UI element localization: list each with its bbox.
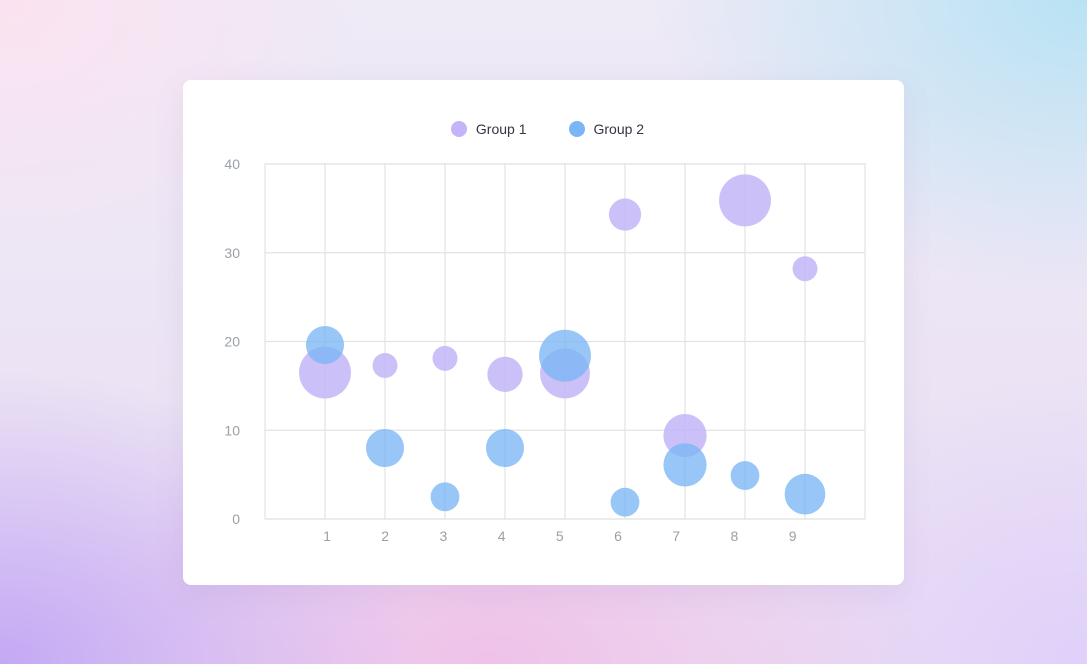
legend-label-group-2: Group 2 (593, 121, 645, 137)
bubble-chart-plot: 0 10 20 30 40 1 2 3 4 5 6 7 8 9 (224, 156, 866, 544)
x-tick-label-9: 9 (789, 528, 797, 544)
x-tick-label-7: 7 (672, 528, 680, 544)
legend-item-group-1[interactable]: Group 1 (450, 120, 527, 138)
x-axis-ticks: 1 2 3 4 5 6 7 8 9 (323, 528, 797, 544)
y-tick-label-30: 30 (224, 245, 240, 261)
x-tick-label-8: 8 (731, 528, 739, 544)
bubble-group-2-x8 (730, 461, 760, 490)
bubble-group-1-x4 (487, 356, 523, 392)
y-axis-ticks: 0 10 20 30 40 (224, 156, 240, 527)
bubble-group-1-x2 (372, 352, 398, 378)
bubble-group-2-x9 (784, 473, 826, 515)
x-tick-label-4: 4 (498, 528, 506, 544)
x-tick-label-2: 2 (381, 528, 389, 544)
legend-swatch-group-2 (568, 121, 585, 137)
x-tick-label-1: 1 (323, 528, 331, 544)
y-tick-label-0: 0 (232, 511, 240, 527)
chart-legend: Group 1 Group 2 (183, 120, 904, 138)
bubble-group-2-x1 (305, 326, 345, 365)
chart-card: Group 1 Group 2 0 10 20 30 40 1 2 3 4 5 6 7 8 9 (183, 80, 904, 585)
bubbles-layer (299, 174, 826, 517)
bubble-group-2-x5 (539, 329, 591, 382)
bubble-group-2-x3 (430, 482, 460, 512)
legend-label-group-1: Group 1 (475, 121, 527, 137)
y-tick-label-20: 20 (224, 334, 240, 350)
y-tick-label-40: 40 (224, 156, 240, 172)
x-tick-label-6: 6 (614, 528, 622, 544)
legend-swatch-group-1 (450, 121, 467, 137)
bubble-group-2-x2 (365, 428, 405, 468)
bubble-group-2-x6 (610, 487, 640, 517)
bubble-group-1-x9 (792, 256, 818, 282)
bubble-group-1-x3 (432, 345, 458, 371)
y-tick-label-10: 10 (224, 422, 240, 438)
x-tick-label-3: 3 (440, 528, 448, 544)
series-2 (305, 326, 826, 517)
legend-item-group-2[interactable]: Group 2 (568, 120, 645, 138)
bubble-group-2-x4 (485, 428, 525, 468)
bubble-group-1-x1 (299, 346, 351, 399)
series-1 (299, 174, 818, 458)
bubble-group-1-x8 (719, 174, 771, 227)
bubble-group-2-x7 (663, 443, 707, 487)
bubble-group-1-x6 (608, 198, 642, 231)
x-tick-label-5: 5 (556, 528, 564, 544)
